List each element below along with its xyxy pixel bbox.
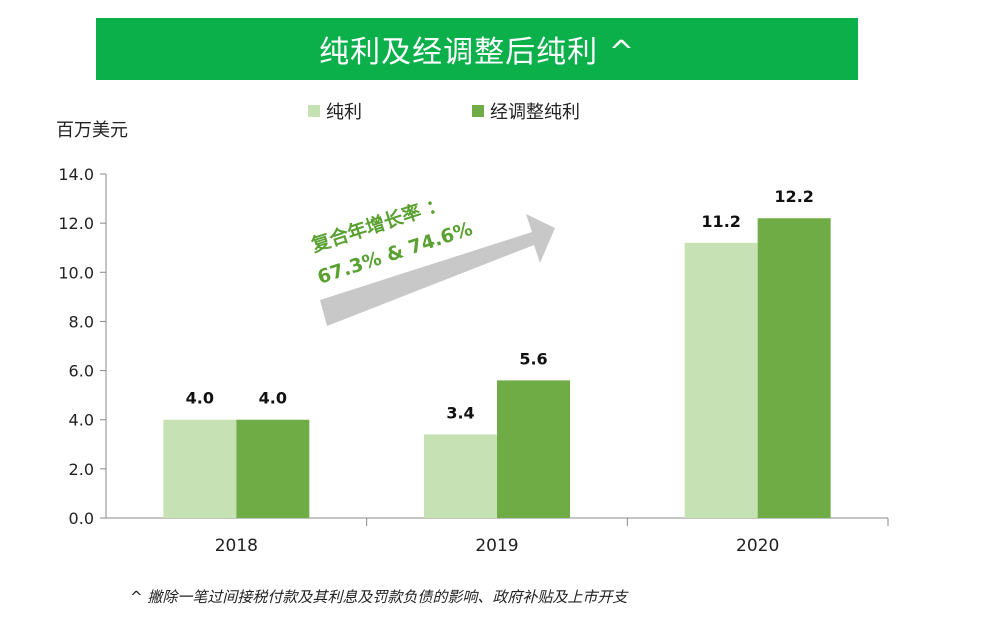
bar xyxy=(236,419,310,518)
legend-label-net-profit: 纯利 xyxy=(326,102,362,123)
bar xyxy=(684,242,758,519)
y-tick-label: 4.0 xyxy=(69,411,94,430)
y-tick-label: 0.0 xyxy=(69,509,94,528)
y-tick-label: 12.0 xyxy=(58,214,94,233)
data-label: 3.4 xyxy=(446,403,474,422)
bar xyxy=(424,434,497,518)
y-tick-label: 6.0 xyxy=(69,362,94,381)
axes: 0.0 2.0 4.0 6.0 8.0 10.0 12.0 14.0 2018 2019 2020 xyxy=(58,165,889,556)
legend-item-net-profit: 纯利 xyxy=(308,98,362,124)
chart-title: 纯利及经调整后纯利 ^ xyxy=(319,35,635,70)
footnote: ^ 撇除一笔过间接税付款及其利息及罚款负债的影响、政府补贴及上市开支 xyxy=(130,588,628,606)
data-label: 5.6 xyxy=(519,349,547,368)
legend-label-adjusted: 经调整纯利 xyxy=(490,102,580,123)
bar xyxy=(163,419,237,518)
legend-swatch-light xyxy=(308,105,320,117)
legend-swatch-dark xyxy=(472,105,484,117)
legend: 纯利 经调整纯利 xyxy=(308,98,580,124)
y-tick-label: 10.0 xyxy=(58,263,94,282)
y-tick-label: 8.0 xyxy=(69,312,94,331)
growth-arrow: 复合年增长率 ： 67.3% & 74.6% xyxy=(307,192,555,326)
x-tick-label: 2019 xyxy=(475,536,518,556)
data-label: 4.0 xyxy=(259,389,287,408)
growth-arrow-shape xyxy=(320,214,555,326)
y-tick-label: 14.0 xyxy=(58,165,94,184)
y-axis-unit-label: 百万美元 xyxy=(56,120,128,141)
bar xyxy=(757,218,831,518)
title-banner: 纯利及经调整后纯利 ^ xyxy=(96,18,858,80)
y-tick-label: 2.0 xyxy=(69,460,94,479)
legend-item-adjusted: 经调整纯利 xyxy=(472,98,580,124)
x-tick-label: 2018 xyxy=(215,536,258,556)
bars xyxy=(163,218,831,519)
data-label: 4.0 xyxy=(186,389,214,408)
data-labels: 4.0 4.0 3.4 5.6 11.2 12.2 xyxy=(186,187,814,422)
data-label: 11.2 xyxy=(701,212,740,231)
bar xyxy=(497,380,570,518)
data-label: 12.2 xyxy=(774,187,813,206)
x-tick-label: 2020 xyxy=(736,536,779,556)
